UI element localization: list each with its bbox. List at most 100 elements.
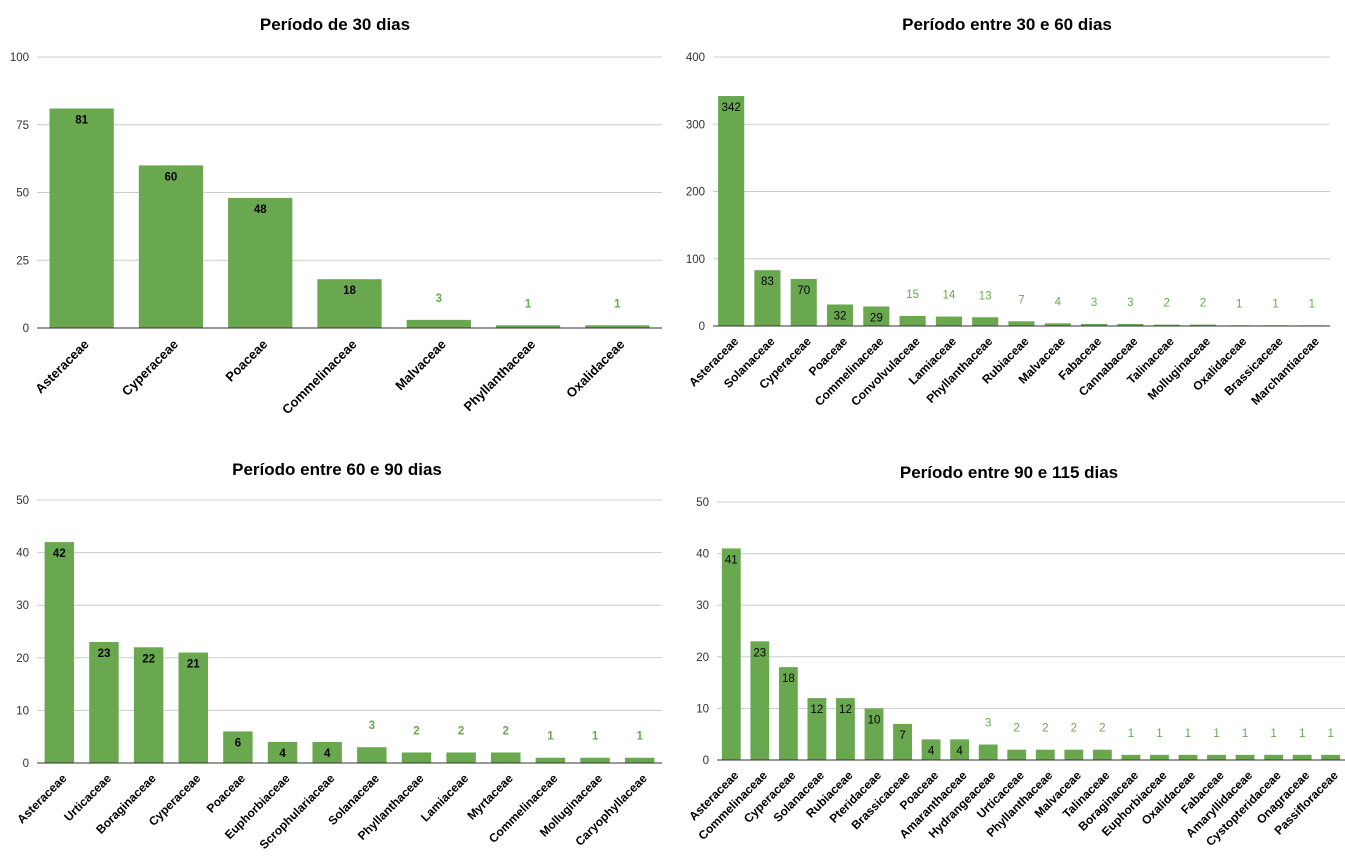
x-tick-label: Malvaceae <box>392 337 449 394</box>
y-tick-label: 0 <box>23 323 29 335</box>
data-label: 7 <box>1018 294 1024 306</box>
data-label: 3 <box>1091 297 1097 309</box>
bar <box>1117 323 1144 326</box>
bar <box>807 698 827 760</box>
data-label: 23 <box>98 648 111 660</box>
data-label: 1 <box>1270 728 1276 740</box>
bar <box>863 306 890 326</box>
bar <box>317 279 382 328</box>
bar <box>826 304 854 326</box>
bar <box>178 652 208 763</box>
bar <box>446 752 476 763</box>
data-label: 2 <box>1099 723 1105 735</box>
chart-4: Período entre 90 e 115 dias0102030405041… <box>686 463 1345 849</box>
data-label: 3 <box>1127 297 1133 309</box>
y-tick-label: 50 <box>16 188 29 200</box>
chart-title: Período entre 60 e 90 dias <box>232 460 442 479</box>
data-label: 1 <box>614 298 621 310</box>
data-label: 4 <box>928 745 935 757</box>
bar <box>1292 754 1312 760</box>
data-label: 1 <box>525 298 532 310</box>
data-label: 7 <box>899 730 905 742</box>
bar <box>585 325 650 328</box>
bar <box>357 747 387 763</box>
data-label: 3 <box>436 293 442 305</box>
data-label: 2 <box>413 725 419 737</box>
bar <box>950 739 970 760</box>
data-label: 2 <box>1014 723 1020 735</box>
chart-title: Período entre 30 e 60 dias <box>902 15 1112 34</box>
y-tick-label: 50 <box>16 495 29 507</box>
data-label: 1 <box>1128 728 1134 740</box>
bar <box>133 647 164 763</box>
bar <box>721 548 741 760</box>
data-label: 1 <box>1272 298 1278 310</box>
bar <box>1035 749 1055 760</box>
data-label: 70 <box>797 285 810 297</box>
y-tick-label: 20 <box>696 652 709 664</box>
data-label: 2 <box>503 725 509 737</box>
data-label: 3 <box>369 720 375 732</box>
bar <box>44 542 75 763</box>
data-label: 4 <box>956 745 963 757</box>
data-label: 81 <box>75 114 88 126</box>
data-label: 60 <box>165 171 178 183</box>
bar <box>1092 749 1112 760</box>
bar <box>1008 321 1035 326</box>
bar <box>1150 754 1169 760</box>
bar <box>718 96 745 326</box>
data-label: 42 <box>53 548 66 560</box>
data-label: 6 <box>235 737 241 749</box>
data-label: 3 <box>985 718 991 730</box>
bar <box>1207 754 1226 760</box>
y-tick-label: 25 <box>16 255 29 267</box>
bar <box>1153 324 1180 326</box>
bar <box>1189 324 1217 326</box>
bar <box>1321 754 1341 760</box>
bar <box>1064 749 1084 760</box>
bar <box>750 641 770 760</box>
y-tick-label: 100 <box>10 52 29 64</box>
data-label: 12 <box>839 704 852 716</box>
bar <box>312 741 342 763</box>
data-label: 14 <box>943 290 956 302</box>
chart-3: Período entre 60 e 90 dias0102030405042A… <box>14 460 662 852</box>
data-label: 1 <box>1185 728 1191 740</box>
bar <box>754 270 781 326</box>
data-label: 22 <box>142 653 155 665</box>
data-label: 1 <box>1213 728 1219 740</box>
y-tick-label: 200 <box>686 187 705 199</box>
data-label: 1 <box>1328 728 1334 740</box>
data-label: 10 <box>868 714 881 726</box>
bar <box>1121 754 1141 760</box>
bar <box>1264 754 1284 760</box>
bar <box>138 165 204 328</box>
bar <box>778 667 798 760</box>
x-tick-label: Marchantiaceae <box>1248 334 1322 408</box>
x-tick-label: Scrophulariaceae <box>257 771 338 852</box>
y-tick-label: 0 <box>699 321 705 333</box>
bar <box>935 316 962 326</box>
bar <box>978 744 998 760</box>
y-tick-label: 300 <box>686 119 705 131</box>
chart-title: Período de 30 dias <box>260 15 410 34</box>
x-tick-label: Phyllanthaceae <box>461 337 539 415</box>
data-label: 21 <box>187 659 200 671</box>
chart-2: Período entre 30 e 60 dias 0 100 200 300 400 3… <box>686 15 1330 409</box>
x-tick-label: Oxalidaceae <box>563 337 627 401</box>
bar <box>1007 749 1027 760</box>
x-tick-label: Poaceae <box>222 337 270 385</box>
y-tick-label: 0 <box>703 755 709 767</box>
data-label: 1 <box>592 731 599 743</box>
x-tick-label: Poaceae <box>204 771 249 816</box>
y-tick-label: 75 <box>16 120 29 132</box>
data-label: 4 <box>279 748 286 760</box>
bar <box>535 757 566 763</box>
x-tick-label: Asteraceae <box>32 337 92 397</box>
y-tick-label: 20 <box>16 653 29 665</box>
x-tick-label: Asteraceae <box>14 771 69 826</box>
bar <box>495 325 561 328</box>
chart-title: Período entre 90 e 115 dias <box>900 463 1118 482</box>
y-tick-label: 10 <box>696 703 709 715</box>
